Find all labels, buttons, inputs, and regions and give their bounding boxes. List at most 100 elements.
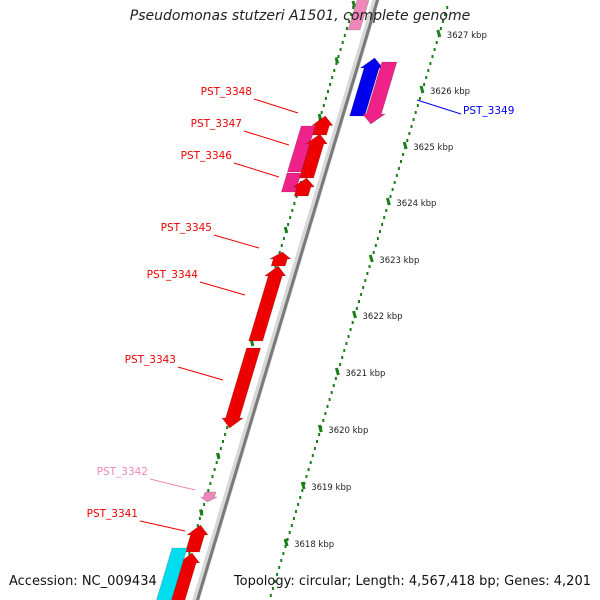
right-track-dot bbox=[364, 279, 367, 282]
gene-label-pst-3344[interactable]: PST_3344 bbox=[147, 269, 199, 281]
scale-label-3618: 3618 kbp bbox=[294, 540, 334, 550]
right-track-dot bbox=[385, 209, 388, 212]
right-track-dot bbox=[349, 328, 352, 331]
scale-label-3619: 3619 kbp bbox=[311, 483, 351, 493]
right-track-dot bbox=[391, 188, 394, 191]
gene-label-pst-3342[interactable]: PST_3342 bbox=[97, 466, 148, 478]
gene-pst-3345-arrow[interactable] bbox=[268, 251, 292, 267]
gene-label-pst-3346[interactable]: PST_3346 bbox=[181, 150, 233, 162]
gene-label-pst-3345[interactable]: PST_3345 bbox=[161, 222, 212, 234]
right-track-dot bbox=[358, 300, 360, 303]
right-track-dot bbox=[307, 468, 310, 471]
leader-line-pst-3344 bbox=[199, 281, 246, 296]
right-track-dot bbox=[339, 363, 342, 366]
scale-label-3627: 3627 kbp bbox=[447, 31, 487, 41]
right-track-dot bbox=[295, 510, 297, 513]
right-track-dot bbox=[292, 517, 295, 520]
right-track-dot bbox=[376, 237, 379, 240]
left-track-dot bbox=[207, 489, 210, 492]
right-track-dot bbox=[347, 335, 350, 338]
gene-label-pst-3341[interactable]: PST_3341 bbox=[87, 508, 138, 520]
scale-tick-3627 bbox=[436, 29, 442, 38]
left-track-dot bbox=[291, 209, 294, 212]
scale-label-3623: 3623 kbp bbox=[379, 256, 419, 266]
left-track-dot bbox=[329, 83, 332, 86]
gene-labels-group: PST_3349 PST_3348 PST_3347 PST_3346 PST_3345… bbox=[87, 86, 514, 532]
left-track-dot bbox=[282, 237, 285, 240]
gene-pst-3341-arrow[interactable] bbox=[184, 524, 209, 553]
right-track-dot bbox=[425, 76, 428, 79]
gene-pst-3347-arrow[interactable] bbox=[286, 125, 316, 173]
gene-right-magenta[interactable] bbox=[361, 61, 398, 125]
gene-bottom-cyan[interactable] bbox=[155, 547, 188, 600]
leader-line-pst-3347 bbox=[243, 130, 290, 146]
left-track-dot bbox=[295, 195, 298, 198]
left-track-dot bbox=[211, 475, 214, 478]
scale-tick-3624 bbox=[385, 197, 391, 206]
right-track-dot bbox=[309, 461, 312, 464]
gene-label-pst-3349[interactable]: PST_3349 bbox=[463, 105, 514, 117]
right-track-dot bbox=[414, 111, 417, 114]
right-track-dot bbox=[410, 125, 413, 128]
right-track-dot bbox=[381, 223, 384, 226]
right-track-dot bbox=[328, 398, 331, 401]
right-track-dot bbox=[408, 132, 411, 135]
right-track-dot bbox=[311, 454, 314, 457]
left-track-dot bbox=[289, 216, 292, 219]
gene-label-pst-3343[interactable]: PST_3343 bbox=[125, 354, 176, 366]
leader-line-pst-3343 bbox=[177, 366, 224, 381]
gene-label-pst-3348[interactable]: PST_3348 bbox=[201, 86, 252, 98]
right-track-dot bbox=[418, 97, 421, 100]
right-track-dot bbox=[284, 545, 287, 548]
left-track-dot bbox=[222, 440, 224, 443]
right-track-dot bbox=[423, 83, 426, 86]
left-track-dot bbox=[322, 104, 325, 107]
gene-pst-3343-arrow[interactable] bbox=[221, 347, 262, 429]
accession-label: Accession: NC_009434 bbox=[9, 574, 157, 589]
left-track-dot bbox=[324, 97, 327, 100]
right-track-dot bbox=[362, 286, 365, 289]
right-track-dot bbox=[393, 181, 396, 184]
right-track-dot bbox=[303, 482, 306, 485]
right-track-dot bbox=[427, 69, 430, 72]
right-track-dot bbox=[276, 573, 279, 576]
gene-label-pst-3347[interactable]: PST_3347 bbox=[191, 118, 242, 130]
scale-tick-3622 bbox=[352, 310, 357, 319]
gene-pst-3348-arrow[interactable] bbox=[310, 115, 334, 136]
scale-labels-group: 3627 kbp 3626 kbp 3625 kbp 3624 kbp 3623 kbp… bbox=[283, 29, 487, 550]
right-track-dot bbox=[286, 538, 289, 541]
scale-label-3620: 3620 kbp bbox=[328, 426, 368, 436]
right-track-dot bbox=[395, 174, 398, 177]
right-track-dot bbox=[412, 118, 415, 121]
right-track-dot bbox=[313, 447, 316, 450]
gene-pst-3346-red[interactable] bbox=[292, 177, 316, 197]
gene-pst-3342-arrow[interactable] bbox=[199, 491, 218, 503]
right-track-dot bbox=[326, 405, 329, 408]
right-track-dot bbox=[439, 27, 442, 30]
genome-title: Pseudomonas stutzeri A1501, complete gen… bbox=[129, 8, 471, 24]
right-track-dot bbox=[301, 489, 304, 492]
left-track-tick bbox=[317, 113, 323, 121]
scale-label-3622: 3622 kbp bbox=[363, 312, 403, 322]
leader-line-pst-3342 bbox=[149, 478, 196, 491]
left-track-dot bbox=[333, 69, 336, 72]
left-track-tick bbox=[334, 57, 340, 64]
gene-top-fragment[interactable] bbox=[347, 0, 371, 31]
right-track-dot bbox=[341, 356, 344, 359]
scale-tick-3625 bbox=[402, 141, 408, 150]
right-track-dot bbox=[297, 503, 300, 506]
scale-label-3626: 3626 kbp bbox=[430, 87, 470, 97]
right-track-dot bbox=[290, 524, 293, 527]
right-track-dot bbox=[431, 55, 434, 58]
right-track-dot bbox=[305, 475, 308, 478]
right-track-dot bbox=[442, 20, 444, 23]
left-track-dot bbox=[293, 202, 296, 205]
right-track-dot bbox=[397, 167, 400, 170]
left-track-dot bbox=[213, 468, 216, 471]
gene-pst-3344-arrow[interactable] bbox=[248, 265, 287, 342]
gene-pst-3346-arrow[interactable] bbox=[280, 172, 302, 193]
right-track-dot bbox=[332, 384, 335, 387]
right-track-dot bbox=[269, 594, 272, 597]
